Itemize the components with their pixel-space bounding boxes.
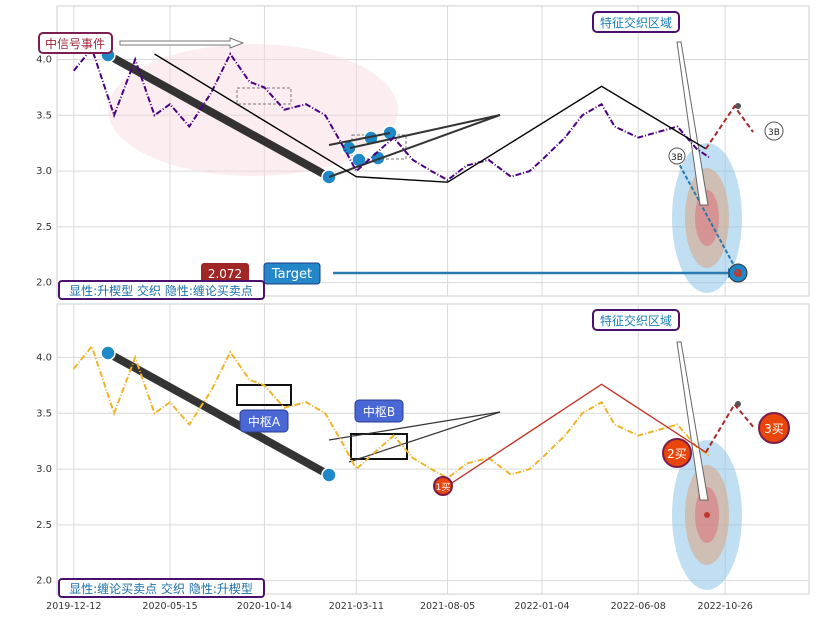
y-tick-label: 4.0 [36,353,52,364]
zone-pointer-bottom [676,341,709,501]
y-tick-label: 2.5 [36,222,52,233]
projection-line [676,159,739,274]
series-forecast-bottom [705,402,754,453]
x-tick-label: 2022-06-08 [611,601,666,612]
x-tick-label: 2019-12-12 [46,601,101,612]
y-tick-label: 3.0 [36,166,52,177]
forecast-peak-top [735,103,741,109]
y-tick-label: 3.0 [36,464,52,475]
pivot-point [100,47,116,63]
x-tick-label: 2022-01-04 [514,601,569,612]
x-tick-label: 2020-05-15 [142,601,197,612]
y-tick-label: 3.5 [36,408,52,419]
trend-line-thick [106,51,331,181]
y-tick-label: 2.0 [36,278,52,289]
wedge-line [328,411,501,441]
zone-pointer-top [676,41,709,206]
y-tick-label: 2.0 [36,576,52,587]
x-tick-label: 2020-10-14 [237,601,292,612]
signal-arrow [119,37,245,49]
y-tick-label: 4.0 [36,55,52,66]
wedge-line [349,114,501,149]
x-tick-label: 2021-03-11 [329,601,384,612]
y-tick-label: 3.5 [36,110,52,121]
x-tick-label: 2021-08-05 [420,601,475,612]
pivot-b-rect [350,433,408,460]
pivot-point [321,467,337,483]
wedge-line [328,132,391,146]
x-tick-label: 2022-10-26 [698,601,753,612]
pivot-point [100,345,116,361]
y-tick-label: 2.5 [36,520,52,531]
trend-line-thick [106,349,331,479]
wedge-line [328,114,501,178]
forecast-center-point [704,512,710,518]
highlight-ellipse [108,44,398,176]
